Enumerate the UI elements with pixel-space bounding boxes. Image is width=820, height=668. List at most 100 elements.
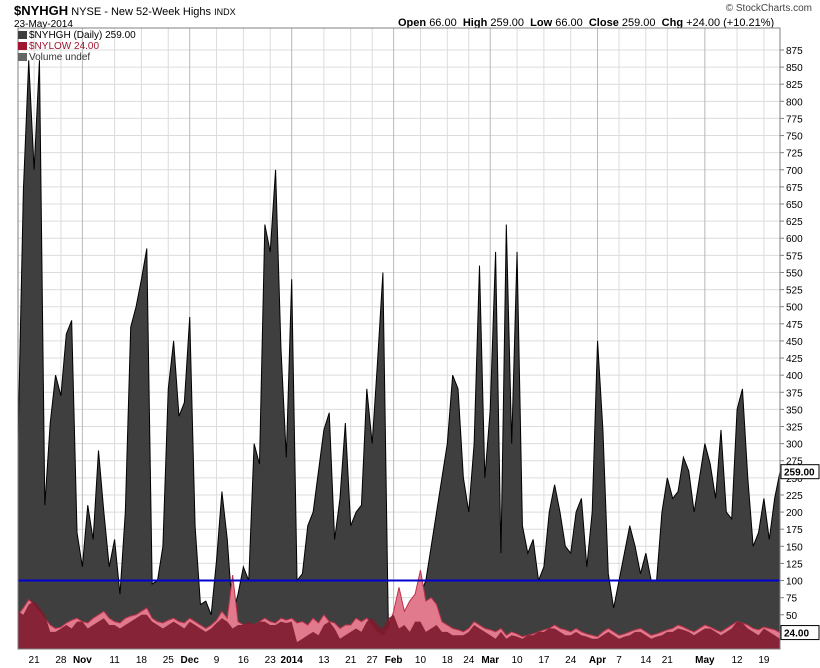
x-tick-label: 24 — [463, 655, 475, 666]
close-value: 259.00 — [621, 17, 656, 29]
x-tick-label: 14 — [640, 655, 652, 666]
y-tick-label: 225 — [786, 491, 803, 502]
y-tick-label: 125 — [786, 559, 803, 570]
low-value: 66.00 — [555, 17, 583, 29]
y-tick-label: 300 — [786, 440, 803, 451]
close-label: Close — [588, 17, 619, 29]
x-tick-label: Feb — [385, 655, 403, 666]
y-tick-label: 375 — [786, 388, 803, 399]
x-axis: 21 28 Nov 11 18 25 Dec 9 16 23 2014 13 21 27 Feb 10 18 24… — [29, 655, 770, 666]
plot-frame — [17, 27, 781, 650]
x-tick-label: 19 — [758, 655, 770, 666]
volume-area — [18, 601, 780, 649]
last-value-tag-box — [780, 464, 820, 480]
description-label: NYSE - New 52-Week Highs — [71, 6, 212, 18]
y-tick-label: 450 — [786, 337, 803, 348]
y-tick-label: 500 — [786, 303, 803, 314]
chg-label: Chg — [661, 17, 684, 29]
low-label: Low — [530, 17, 553, 29]
x-tick-label: 21 — [662, 655, 674, 666]
x-tick-label: 12 — [732, 655, 744, 666]
y-tick-label: 100 — [786, 577, 803, 588]
nyhgh-series — [17, 60, 781, 650]
nylow-swatch-icon — [18, 42, 27, 50]
y-tick-label: 775 — [786, 114, 803, 125]
legend-volume: Volume undef — [18, 52, 90, 63]
y-tick-label: 425 — [786, 354, 803, 365]
last-value-tag-label: 259.00 — [784, 468, 815, 479]
x-tick-label: 11 — [109, 655, 120, 666]
y-tick-label: 200 — [786, 508, 803, 519]
symbol-label: $NYHGH — [14, 3, 69, 18]
legend-nylow: $NYLOW 24.00 — [18, 41, 99, 52]
brand-watermark: © StockCharts.com — [725, 3, 812, 14]
y-tick-label: 400 — [786, 371, 803, 382]
y-tick-label: 350 — [786, 405, 803, 416]
y-tick-label: 175 — [786, 525, 803, 536]
y-tick-label: 800 — [786, 97, 803, 108]
y-tick-label: 825 — [786, 80, 803, 91]
exchange-label: INDX — [214, 7, 236, 17]
y-tick-label: 675 — [786, 183, 803, 194]
nyhgh-area — [18, 60, 780, 650]
x-tick-label: 18 — [442, 655, 454, 666]
x-tick-label: Mar — [481, 655, 499, 666]
y-tick-label: 475 — [786, 320, 803, 331]
chg-value: +24.00 (+10.21%) — [686, 17, 775, 29]
y-tick-label: 325 — [786, 423, 803, 434]
high-value: 259.00 — [490, 17, 525, 29]
x-tick-label: 23 — [265, 655, 277, 666]
x-tick-label: 7 — [616, 655, 622, 666]
y-tick-label: 725 — [786, 149, 803, 160]
y-tick-label: 625 — [786, 217, 803, 228]
x-tick-label: 21 — [29, 655, 41, 666]
y-tick-label: 550 — [786, 268, 803, 279]
volume-swatch-icon — [18, 53, 27, 61]
y-tick-label: 850 — [786, 63, 803, 74]
y-tick-label: 525 — [786, 286, 803, 297]
x-tick-label: Apr — [589, 655, 606, 666]
y-tick-label: 275 — [786, 457, 803, 468]
legend-nylow-label: $NYLOW 24.00 — [29, 41, 100, 52]
high-label: High — [462, 17, 488, 29]
y-tick-label: 875 — [786, 46, 803, 57]
x-tick-label: 27 — [367, 655, 379, 666]
open-label: Open — [398, 17, 427, 29]
nylow-series — [17, 570, 781, 649]
y-tick-label: 700 — [786, 166, 803, 177]
nylow-area — [18, 570, 780, 649]
y-tick-label: 600 — [786, 234, 803, 245]
y-tick-label: 575 — [786, 251, 803, 262]
low-value-tag-box — [780, 625, 820, 641]
x-tick-label: 21 — [345, 655, 357, 666]
ohlc-readout: Open 66.00 High 259.00 Low 66.00 Close 2… — [398, 17, 774, 29]
y-axis: 50 75 100 125 150 175 200 225 250 275 300 325 350 375… — [780, 46, 803, 622]
x-tick-label: Nov — [73, 655, 92, 666]
x-tick-label: 10 — [511, 655, 523, 666]
date-label: 23-May-2014 — [14, 19, 73, 30]
x-tick-label: Dec — [181, 655, 200, 666]
x-tick-label: 25 — [163, 655, 175, 666]
legend-nyhgh: $NYHGH (Daily) 259.00 — [18, 30, 136, 41]
x-tick-label: 13 — [318, 655, 330, 666]
y-tick-label: 150 — [786, 542, 803, 553]
y-tick-label: 650 — [786, 200, 803, 211]
x-tick-label: 28 — [55, 655, 67, 666]
x-tick-label: 2014 — [281, 655, 304, 666]
legend-nyhgh-label: $NYHGH (Daily) 259.00 — [29, 30, 136, 41]
y-tick-label: 75 — [786, 594, 798, 605]
nyhgh-swatch-icon — [18, 31, 27, 39]
y-tick-label: 50 — [786, 611, 798, 622]
legend-volume-label: Volume undef — [29, 52, 91, 63]
x-tick-label: 18 — [136, 655, 148, 666]
value-tags: 259.00 24.00 — [780, 464, 820, 641]
y-tick-label: 750 — [786, 132, 803, 143]
x-tick-label: 10 — [415, 655, 427, 666]
open-value: 66.00 — [429, 17, 457, 29]
x-tick-label: 24 — [565, 655, 577, 666]
x-tick-label: 16 — [238, 655, 250, 666]
x-tick-label: 9 — [214, 655, 220, 666]
x-tick-label: May — [695, 655, 715, 666]
nylow-line — [17, 570, 781, 638]
